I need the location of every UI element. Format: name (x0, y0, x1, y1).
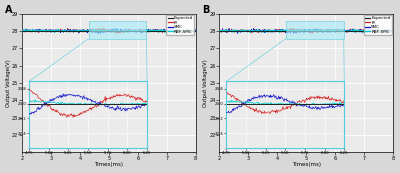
Text: B: B (202, 5, 209, 15)
Text: A: A (5, 5, 12, 15)
Legend: Expected, PI, SMC, RBF-SMC: Expected, PI, SMC, RBF-SMC (364, 15, 392, 35)
Legend: Expected, PI, SMC, RBF-SMC: Expected, PI, SMC, RBF-SMC (166, 15, 194, 35)
X-axis label: Times(ms): Times(ms) (94, 162, 123, 167)
Y-axis label: Output Voltage(V): Output Voltage(V) (6, 59, 10, 107)
Bar (89, 21, 146, 39)
Bar (286, 21, 344, 39)
X-axis label: Times(ms): Times(ms) (292, 162, 320, 167)
Y-axis label: Output Voltage(V): Output Voltage(V) (203, 59, 208, 107)
